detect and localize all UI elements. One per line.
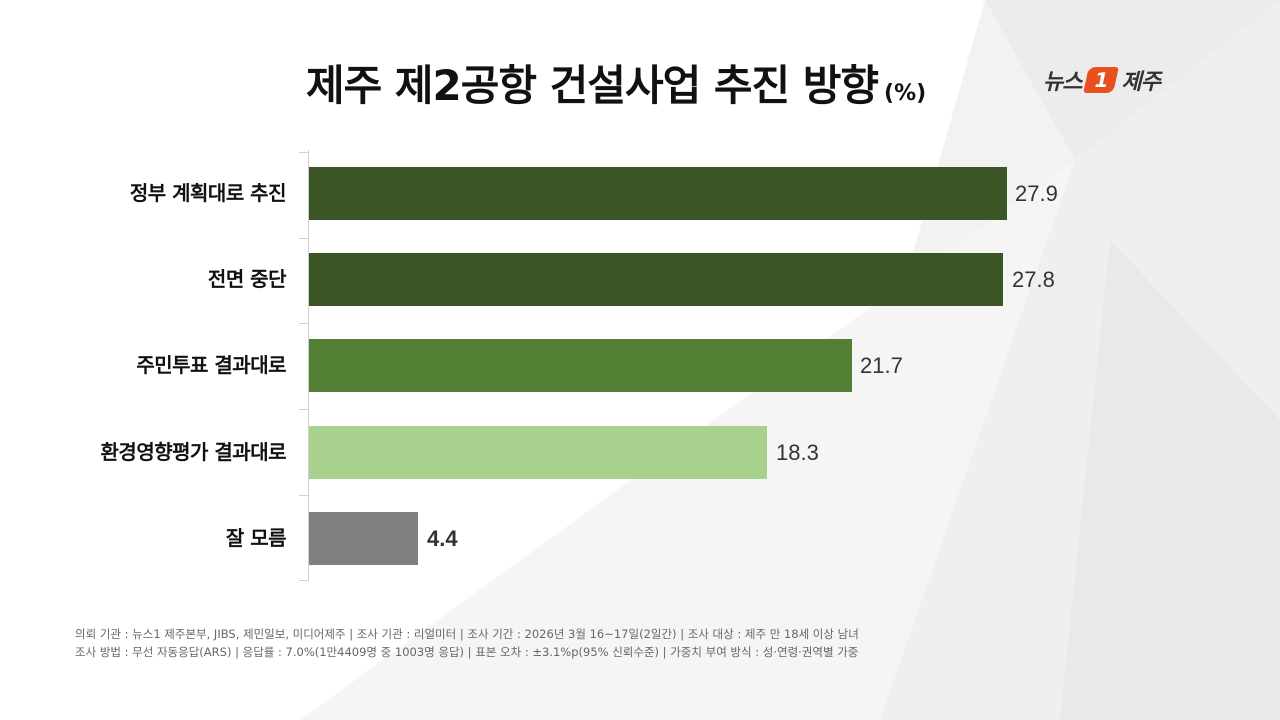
y-axis-line — [308, 150, 309, 581]
category-label: 잘 모름 — [225, 526, 287, 550]
category-label: 전면 중단 — [207, 267, 287, 291]
bar — [309, 339, 852, 392]
chart-title: 제주 제2공항 건설사업 추진 방향 (%) — [306, 52, 926, 113]
value-label: 4.4 — [427, 526, 458, 551]
footnote-line-2: 조사 방법 : 무선 자동응답(ARS) | 응답률 : 7.0%(1만4409… — [75, 645, 859, 659]
bar-row: 환경영향평가 결과대로 18.3 — [0, 426, 1280, 479]
bar-row: 잘 모름 4.4 — [0, 512, 1280, 565]
bar — [309, 426, 767, 479]
bar-row: 정부 계획대로 추진 27.9 — [0, 167, 1280, 220]
footnote-line-1: 의뢰 기관 : 뉴스1 제주본부, JIBS, 제민일보, 미디어제주 | 조사… — [75, 627, 859, 641]
survey-footnotes: 의뢰 기관 : 뉴스1 제주본부, JIBS, 제민일보, 미디어제주 | 조사… — [75, 625, 859, 661]
bar-row: 주민투표 결과대로 21.7 — [0, 339, 1280, 392]
category-label: 정부 계획대로 추진 — [129, 181, 287, 205]
axis-tick — [299, 238, 308, 239]
logo-text-right: 제주 — [1121, 70, 1160, 95]
title-unit: (%) — [884, 81, 927, 106]
axis-tick — [299, 580, 308, 581]
value-label: 18.3 — [776, 440, 819, 465]
bar — [309, 253, 1003, 306]
bar — [309, 512, 418, 565]
axis-tick — [299, 409, 308, 410]
axis-tick — [299, 323, 308, 324]
news1-jeju-logo: 뉴스 1 제주 — [1043, 64, 1161, 96]
value-label: 21.7 — [860, 353, 903, 378]
category-label: 환경영향평가 결과대로 — [100, 440, 287, 464]
value-label: 27.8 — [1012, 267, 1055, 292]
bar — [309, 167, 1007, 220]
logo-text-left: 뉴스 — [1043, 70, 1082, 95]
axis-tick — [299, 152, 308, 153]
bar-row: 전면 중단 27.8 — [0, 253, 1280, 306]
category-label: 주민투표 결과대로 — [136, 353, 286, 377]
axis-tick — [299, 495, 308, 496]
title-text: 제주 제2공항 건설사업 추진 방향 — [306, 61, 879, 110]
value-label: 27.9 — [1015, 181, 1058, 206]
